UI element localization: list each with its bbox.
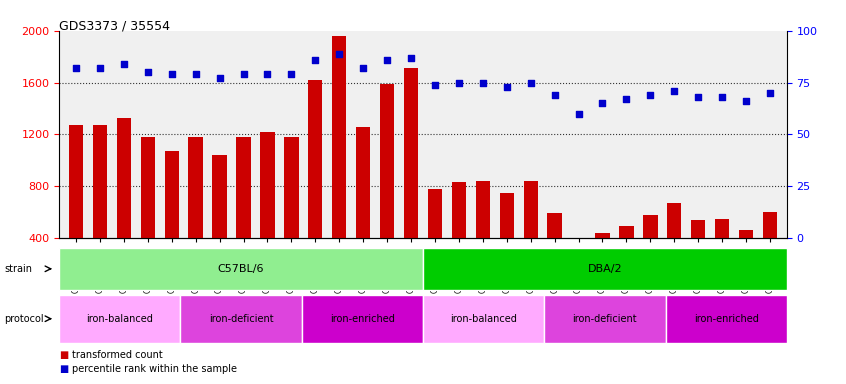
Bar bbox=[284, 137, 299, 290]
Bar bbox=[308, 80, 322, 290]
Text: DBA/2: DBA/2 bbox=[588, 264, 622, 274]
Text: iron-enriched: iron-enriched bbox=[694, 314, 759, 324]
Bar bbox=[356, 127, 371, 290]
Bar bbox=[140, 137, 155, 290]
Bar bbox=[212, 155, 227, 290]
Point bbox=[476, 79, 490, 86]
Point bbox=[739, 98, 753, 104]
Bar bbox=[571, 248, 585, 290]
Bar bbox=[619, 227, 634, 290]
Bar bbox=[691, 220, 706, 290]
Point bbox=[141, 69, 155, 75]
Point bbox=[452, 79, 465, 86]
Point bbox=[284, 71, 298, 77]
Text: transformed count: transformed count bbox=[72, 350, 162, 360]
Text: strain: strain bbox=[4, 264, 32, 274]
Text: protocol: protocol bbox=[4, 314, 44, 324]
FancyBboxPatch shape bbox=[59, 295, 180, 343]
Point bbox=[667, 88, 681, 94]
FancyBboxPatch shape bbox=[544, 295, 666, 343]
Text: GDS3373 / 35554: GDS3373 / 35554 bbox=[59, 19, 170, 32]
Text: iron-balanced: iron-balanced bbox=[86, 314, 153, 324]
Bar bbox=[189, 137, 203, 290]
Bar bbox=[93, 125, 107, 290]
Text: iron-enriched: iron-enriched bbox=[330, 314, 395, 324]
Point bbox=[93, 65, 107, 71]
FancyBboxPatch shape bbox=[423, 248, 787, 290]
Bar bbox=[643, 215, 657, 290]
Bar bbox=[428, 189, 442, 290]
Bar bbox=[380, 84, 394, 290]
Point bbox=[69, 65, 83, 71]
Text: iron-deficient: iron-deficient bbox=[573, 314, 637, 324]
FancyBboxPatch shape bbox=[666, 295, 787, 343]
Point bbox=[309, 57, 322, 63]
Point bbox=[716, 94, 729, 100]
Text: iron-balanced: iron-balanced bbox=[450, 314, 517, 324]
Point bbox=[356, 65, 370, 71]
Bar bbox=[715, 218, 729, 290]
Text: ■: ■ bbox=[59, 364, 69, 374]
Point bbox=[381, 57, 394, 63]
Bar bbox=[69, 125, 83, 290]
Point bbox=[572, 111, 585, 117]
Bar bbox=[404, 68, 418, 290]
FancyBboxPatch shape bbox=[423, 295, 544, 343]
Point bbox=[189, 71, 202, 77]
Bar bbox=[475, 181, 490, 290]
Bar bbox=[763, 212, 777, 290]
Point bbox=[117, 61, 130, 67]
Bar bbox=[739, 230, 753, 290]
Point bbox=[596, 100, 609, 106]
Bar bbox=[261, 132, 275, 290]
Bar bbox=[117, 118, 131, 290]
Bar bbox=[667, 203, 682, 290]
Text: percentile rank within the sample: percentile rank within the sample bbox=[72, 364, 237, 374]
Bar bbox=[500, 193, 514, 290]
Point bbox=[165, 71, 179, 77]
Point bbox=[763, 90, 777, 96]
Bar bbox=[452, 182, 466, 290]
Point bbox=[428, 81, 442, 88]
FancyBboxPatch shape bbox=[302, 295, 423, 343]
Point bbox=[619, 96, 633, 102]
Bar bbox=[524, 181, 538, 290]
Point bbox=[213, 75, 227, 81]
Point bbox=[524, 79, 537, 86]
FancyBboxPatch shape bbox=[180, 295, 302, 343]
Bar bbox=[236, 137, 250, 290]
Bar bbox=[596, 233, 610, 290]
Point bbox=[237, 71, 250, 77]
Bar bbox=[332, 36, 346, 290]
Point bbox=[500, 84, 514, 90]
Text: iron-deficient: iron-deficient bbox=[209, 314, 273, 324]
Bar bbox=[547, 214, 562, 290]
Point bbox=[332, 50, 346, 56]
Text: C57BL/6: C57BL/6 bbox=[218, 264, 264, 274]
Point bbox=[404, 55, 418, 61]
Point bbox=[644, 92, 657, 98]
FancyBboxPatch shape bbox=[59, 248, 423, 290]
Point bbox=[261, 71, 274, 77]
Text: ■: ■ bbox=[59, 350, 69, 360]
Bar bbox=[164, 151, 179, 290]
Point bbox=[548, 92, 562, 98]
Point bbox=[691, 94, 705, 100]
